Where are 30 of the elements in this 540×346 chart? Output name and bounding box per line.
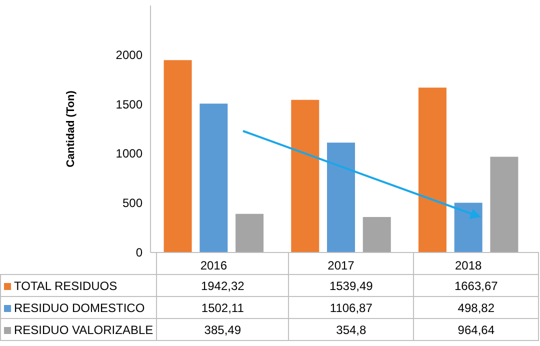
x-tick-label: 2018 [454,258,482,272]
data-label: 498,82 [414,296,539,318]
data-label: 385,49 [156,318,289,340]
bar [236,214,264,252]
data-label: 354,8 [288,318,414,340]
data-label: 1106,87 [288,296,414,318]
bar [418,88,446,252]
x-tick-label: 2016 [200,258,228,272]
data-label: 1539,49 [288,274,414,296]
y-tick-label: 2000 [116,48,143,62]
y-tick-label: 500 [122,196,143,210]
data-label: 964,64 [414,318,539,340]
y-tick-label: 0 [136,246,143,260]
legend-label: RESIDUO VALORIZABLE [0,318,157,340]
y-tick-label: 1500 [116,97,143,112]
data-label: 1663,67 [414,274,539,296]
y-axis-title: Cantidad (Ton) [64,90,77,168]
bar [454,202,482,252]
legend-label: TOTAL RESIDUOS [0,274,157,296]
legend-label: RESIDUO DOMESTICO [0,296,157,318]
bar [164,60,192,252]
bar [291,100,320,252]
data-label: 1502,11 [156,296,289,318]
bar [327,142,355,252]
data-label: 1942,32 [156,274,289,296]
x-tick-label: 2017 [328,258,355,272]
bar [362,216,391,252]
y-tick-label: 1000 [116,146,143,161]
bar [200,104,228,252]
bar [490,156,518,252]
